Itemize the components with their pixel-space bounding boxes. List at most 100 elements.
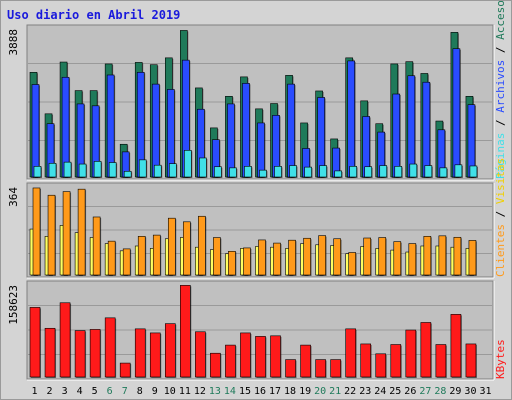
chart-title: Uso diario en Abril 2019 bbox=[7, 8, 180, 22]
x-tick-label: 3 bbox=[62, 386, 68, 397]
x-tick-label: 18 bbox=[284, 386, 296, 397]
bar-paginas bbox=[63, 161, 72, 178]
bar-archivos bbox=[392, 93, 401, 178]
bar-kbytes bbox=[465, 343, 477, 378]
x-tick-label: 1 bbox=[32, 386, 38, 397]
bar-kbytes bbox=[285, 359, 296, 378]
bar-kbytes bbox=[405, 329, 417, 378]
bar-archivos bbox=[422, 81, 431, 178]
legend-archivos: Archivos bbox=[494, 60, 507, 113]
bar-clientes bbox=[167, 217, 176, 276]
bar-kbytes bbox=[180, 285, 191, 378]
bar-kbytes bbox=[315, 359, 326, 378]
bar-clientes bbox=[258, 239, 266, 276]
x-tick-label: 30 bbox=[464, 386, 476, 397]
bar-archivos bbox=[452, 48, 461, 178]
x-tick-label: 15 bbox=[239, 386, 251, 397]
y-max-label-3: 158623 bbox=[7, 285, 20, 325]
legend-paginas: Páginas bbox=[494, 133, 507, 179]
bar-paginas bbox=[48, 162, 57, 178]
bar-paginas bbox=[379, 165, 388, 178]
bar-paginas bbox=[424, 165, 433, 178]
bar-clientes bbox=[47, 194, 56, 276]
bar-paginas bbox=[184, 150, 192, 178]
bar-paginas bbox=[289, 165, 297, 178]
bar-kbytes bbox=[195, 331, 206, 378]
bar-clientes bbox=[318, 235, 326, 276]
bar-kbytes bbox=[300, 344, 311, 378]
bar-clientes bbox=[122, 248, 131, 276]
x-tick-label: 31 bbox=[479, 386, 491, 397]
bar-clientes bbox=[423, 236, 432, 276]
x-tick-label: 6 bbox=[107, 386, 113, 397]
bar-archivos bbox=[347, 60, 355, 178]
y-max-label-1: 3888 bbox=[7, 29, 20, 56]
bar-clientes bbox=[453, 236, 462, 276]
x-tick-label: 26 bbox=[404, 386, 416, 397]
bar-clientes bbox=[273, 242, 281, 276]
bar-kbytes bbox=[44, 327, 56, 378]
bar-paginas bbox=[334, 170, 342, 178]
x-tick-label: 5 bbox=[92, 386, 98, 397]
bar-clientes bbox=[152, 234, 161, 276]
bar-clientes bbox=[438, 235, 447, 276]
bar-kbytes bbox=[240, 332, 251, 378]
x-tick-label: 23 bbox=[359, 386, 371, 397]
bar-clientes bbox=[92, 216, 101, 276]
bar-kbytes bbox=[390, 344, 402, 378]
bar-kbytes bbox=[104, 317, 116, 378]
bar-paginas bbox=[274, 166, 282, 178]
x-tick-label: 27 bbox=[419, 386, 431, 397]
x-tick-label: 28 bbox=[434, 386, 446, 397]
x-tick-label: 16 bbox=[254, 386, 266, 397]
bar-archivos bbox=[106, 74, 115, 178]
bar-clientes bbox=[468, 240, 477, 276]
x-tick-label: 29 bbox=[449, 386, 461, 397]
bar-kbytes bbox=[119, 362, 131, 378]
bar-paginas bbox=[93, 161, 102, 178]
bar-archivos bbox=[317, 97, 325, 178]
bar-clientes bbox=[363, 237, 372, 276]
bar-paginas bbox=[123, 170, 132, 178]
bar-clientes bbox=[107, 240, 116, 276]
bar-clientes bbox=[198, 215, 206, 276]
legend-clientes: Clientes bbox=[494, 224, 507, 277]
legend-visitas: Visitas bbox=[494, 158, 507, 204]
bar-clientes bbox=[393, 241, 402, 276]
legend-separator: / bbox=[494, 204, 507, 224]
x-tick-label: 8 bbox=[137, 386, 143, 397]
bar-paginas bbox=[153, 164, 162, 178]
bar-kbytes bbox=[29, 307, 41, 378]
bar-clientes bbox=[213, 237, 221, 276]
bar-archivos bbox=[242, 83, 250, 178]
x-tick-label: 17 bbox=[269, 386, 281, 397]
x-tick-label: 25 bbox=[389, 386, 401, 397]
bar-clientes bbox=[183, 221, 191, 276]
side-legend: Clientes / Visitas bbox=[494, 158, 507, 277]
legend-separator: / bbox=[494, 40, 507, 60]
x-tick-label: 13 bbox=[209, 386, 221, 397]
bar-paginas bbox=[229, 167, 237, 178]
bar-kbytes bbox=[89, 329, 101, 378]
bar-clientes bbox=[408, 243, 417, 276]
x-tick-label: 11 bbox=[179, 386, 191, 397]
legend-kbytes: KBytes bbox=[494, 339, 507, 379]
bar-clientes bbox=[228, 251, 236, 276]
bar-kbytes bbox=[420, 322, 432, 378]
x-tick-label: 19 bbox=[299, 386, 311, 397]
x-tick-label: 14 bbox=[224, 386, 236, 397]
x-tick-label: 9 bbox=[152, 386, 158, 397]
bar-kbytes bbox=[134, 328, 146, 378]
bar-kbytes bbox=[270, 335, 281, 378]
bar-clientes bbox=[243, 247, 251, 276]
legend-separator: / bbox=[494, 113, 507, 133]
bar-kbytes bbox=[435, 344, 447, 378]
bar-archivos bbox=[257, 122, 265, 178]
bar-archivos bbox=[407, 75, 416, 178]
bar-clientes bbox=[137, 236, 146, 276]
side-legend: Páginas / Archivos / Accesos bbox=[494, 1, 507, 179]
legend-accesos: Accesos bbox=[494, 1, 507, 40]
bar-kbytes bbox=[164, 323, 176, 378]
